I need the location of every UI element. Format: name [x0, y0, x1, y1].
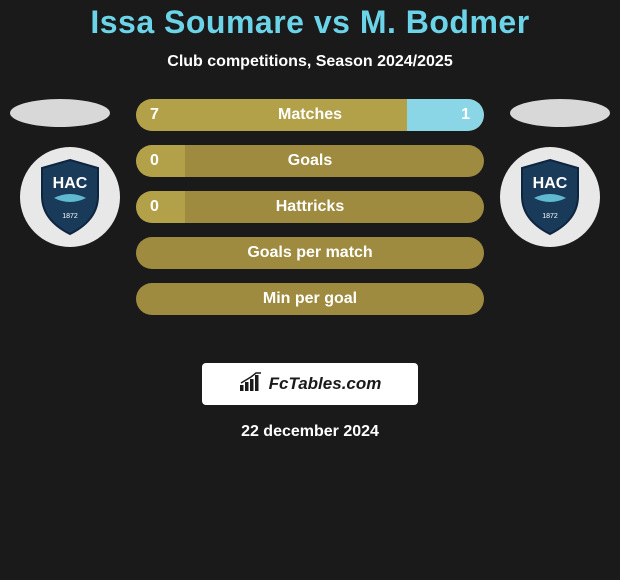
stat-bar: Min per goal [136, 283, 484, 315]
stat-label: Hattricks [136, 191, 484, 223]
stat-label: Matches [136, 99, 484, 131]
stat-bars: Matches71Goals0Hattricks0Goals per match… [136, 99, 484, 329]
branding-text: FcTables.com [269, 374, 382, 394]
stat-value-left: 0 [150, 191, 159, 223]
page-title: Issa Soumare vs M. Bodmer [0, 4, 620, 41]
shield-text-left: HAC [53, 175, 88, 192]
stat-bar: Matches7 1 [136, 99, 484, 131]
shield-text-right: HAC [533, 175, 568, 192]
shield-icon: HAC 1872 [36, 158, 104, 236]
player-avatar-left [10, 99, 110, 127]
player-avatar-right [510, 99, 610, 127]
stat-label: Goals [136, 145, 484, 177]
stat-bar: Hattricks0 [136, 191, 484, 223]
branding-badge: FcTables.com [202, 363, 418, 405]
stat-value-left: 7 [150, 99, 159, 131]
subtitle: Club competitions, Season 2024/2025 [0, 53, 620, 71]
comparison-area: HAC 1872 HAC 1872 Matches71Goals0Hattric… [0, 99, 620, 359]
stat-value-right: 1 [461, 99, 470, 131]
stat-value-left: 0 [150, 145, 159, 177]
shield-icon: HAC 1872 [516, 158, 584, 236]
svg-text:1872: 1872 [62, 213, 78, 220]
club-badge-right: HAC 1872 [500, 147, 600, 247]
comparison-infographic: Issa Soumare vs M. Bodmer Club competiti… [0, 0, 620, 441]
stat-label: Goals per match [136, 237, 484, 269]
chart-icon [239, 372, 263, 397]
stat-label: Min per goal [136, 283, 484, 315]
stat-bar: Goals per match [136, 237, 484, 269]
stat-bar: Goals0 [136, 145, 484, 177]
svg-text:1872: 1872 [542, 213, 558, 220]
date-label: 22 december 2024 [0, 423, 620, 441]
club-badge-left: HAC 1872 [20, 147, 120, 247]
